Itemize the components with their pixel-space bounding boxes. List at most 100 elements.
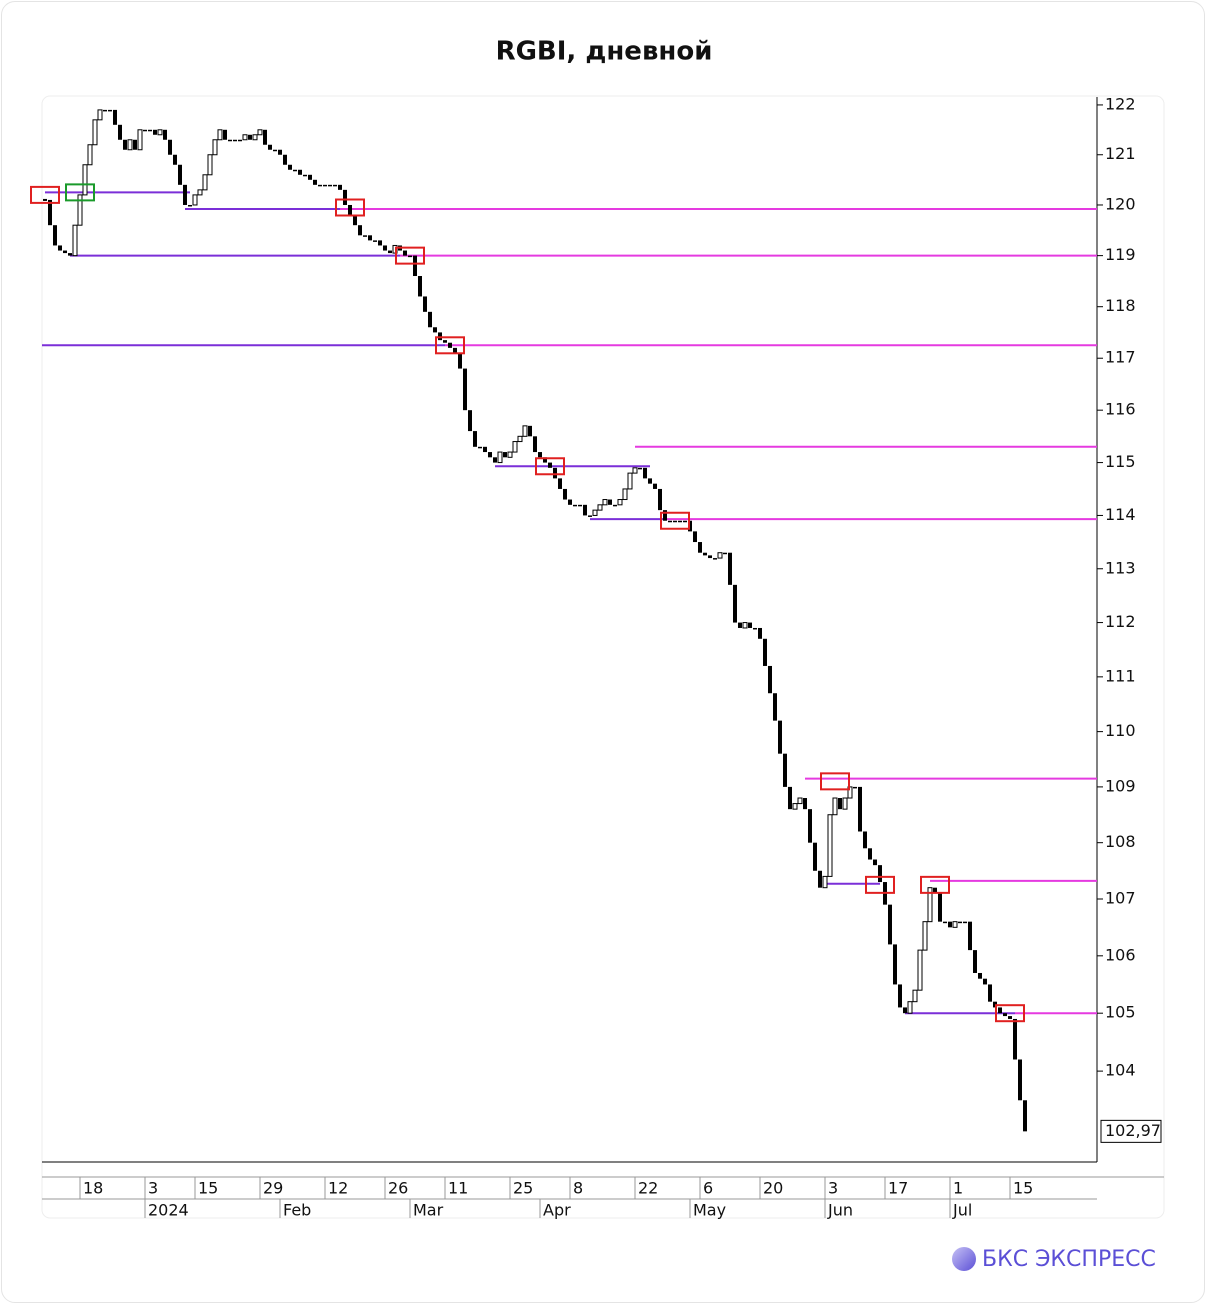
candle [1018, 1059, 1022, 1101]
candle [358, 225, 362, 236]
candle [878, 865, 882, 883]
candle [748, 622, 752, 628]
candle [868, 848, 872, 860]
candle [512, 441, 518, 453]
candle [53, 225, 57, 246]
candle [963, 921, 967, 924]
x-tick-label: 15 [198, 1179, 218, 1198]
candle [318, 184, 322, 187]
candle [92, 119, 98, 146]
candle [202, 174, 208, 191]
candle [363, 235, 367, 237]
month-label: Feb [283, 1201, 311, 1220]
candle [638, 467, 642, 470]
y-tick-label: 116 [1105, 400, 1136, 419]
month-label: Jun [827, 1201, 853, 1220]
candle [473, 431, 477, 447]
candle [463, 368, 467, 411]
candle [178, 164, 182, 185]
y-tick-label: 109 [1105, 776, 1136, 795]
candle [478, 446, 482, 449]
candle [873, 859, 877, 866]
marker-box [30, 185, 60, 204]
x-tick-label: 8 [573, 1179, 583, 1198]
candle [842, 797, 848, 810]
candle [308, 174, 312, 180]
candle [438, 332, 442, 341]
month-label: May [693, 1201, 726, 1220]
candle [768, 665, 772, 694]
marker-box [920, 875, 950, 894]
candle [127, 139, 133, 151]
candle [713, 558, 717, 560]
candle [288, 164, 292, 170]
logo: БКС ЭКСПРЕСС [982, 1247, 1156, 1272]
candle [192, 194, 198, 206]
candle [423, 296, 427, 312]
candle [622, 488, 628, 501]
candle [888, 904, 892, 945]
candle [708, 555, 712, 559]
candle [592, 509, 598, 516]
candle [528, 425, 532, 437]
candle [373, 240, 377, 242]
month-label: Mar [413, 1201, 444, 1220]
candle [827, 814, 833, 877]
candle [853, 786, 857, 789]
candle [123, 139, 127, 150]
candle [693, 531, 697, 543]
candle [418, 276, 422, 297]
candle [763, 638, 767, 666]
candle [383, 245, 387, 251]
candle [48, 199, 52, 226]
y-tick-label: 114 [1105, 505, 1136, 524]
candle [238, 139, 242, 142]
marker-box [435, 336, 465, 355]
candle [298, 169, 302, 175]
candle [233, 139, 237, 142]
candle [43, 198, 47, 201]
candle [343, 189, 347, 205]
marker-box [820, 772, 850, 791]
candle [627, 472, 633, 490]
x-tick-label: 17 [888, 1179, 908, 1198]
candle [632, 467, 638, 474]
x-tick-label: 3 [828, 1179, 838, 1198]
candle [113, 109, 117, 125]
candle [443, 340, 447, 343]
candle [738, 622, 742, 628]
candle [268, 144, 272, 150]
candle [293, 169, 297, 172]
candle [653, 483, 657, 489]
candle [597, 504, 603, 511]
candle [207, 154, 213, 176]
month-label: Apr [543, 1201, 571, 1220]
candle [533, 436, 537, 453]
candle [703, 552, 707, 556]
candle [338, 184, 342, 190]
candle [137, 129, 143, 151]
y-tick-label: 118 [1105, 296, 1136, 315]
candle [413, 255, 417, 277]
candle [68, 253, 72, 256]
candle [753, 627, 757, 630]
candle [943, 921, 947, 924]
candle [77, 194, 83, 226]
candle [948, 921, 952, 928]
x-tick-label: 18 [83, 1179, 103, 1198]
candle [468, 410, 472, 432]
candle [917, 949, 923, 991]
candle [898, 984, 902, 1008]
candle [197, 189, 203, 196]
candle [733, 584, 737, 623]
candle [838, 798, 842, 810]
marker-box [535, 457, 565, 476]
candle [188, 204, 192, 207]
candle [907, 1001, 913, 1014]
last-price-label: 102,97 [1105, 1121, 1161, 1140]
candle [323, 184, 327, 187]
candle [82, 164, 88, 196]
candle [723, 552, 727, 555]
candle [922, 921, 928, 951]
candle [568, 499, 572, 505]
